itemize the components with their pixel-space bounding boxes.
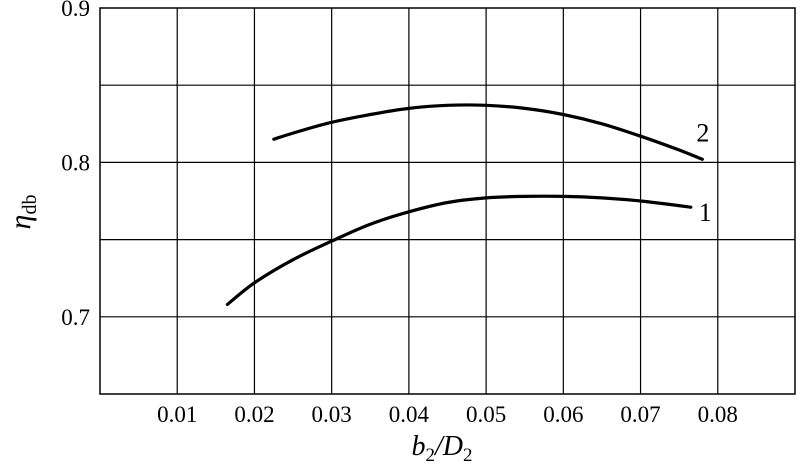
- y-tick-label: 0.7: [61, 305, 90, 330]
- x-tick-label: 0.05: [466, 402, 506, 427]
- y-tick-label: 0.9: [61, 0, 90, 21]
- x-tick-label: 0.04: [389, 402, 430, 427]
- series-layer: 12: [225, 103, 712, 306]
- tick-labels: 0.01 0.02 0.03 0.04 0.05 0.06 0.07 0.08 0.7 0.8 0.…: [61, 0, 738, 427]
- y-axis-label: ηdb: [4, 195, 41, 230]
- x-tick-label: 0.02: [234, 402, 274, 427]
- series-line-2: [272, 103, 704, 161]
- series-label-1: 1: [699, 198, 712, 227]
- x-tick-label: 0.01: [157, 402, 197, 427]
- plot-frame: [99, 7, 796, 395]
- x-axis-label: b2/D2: [412, 431, 473, 466]
- x-tick-label: 0.03: [312, 402, 352, 427]
- x-tick-label: 0.08: [698, 402, 738, 427]
- x-tick-label: 0.07: [620, 402, 660, 427]
- x-tick-label: 0.06: [543, 402, 583, 427]
- series-line-1: [225, 194, 693, 306]
- y-tick-label: 0.8: [61, 150, 90, 175]
- series-label-2: 2: [696, 118, 709, 147]
- grid: [100, 8, 795, 394]
